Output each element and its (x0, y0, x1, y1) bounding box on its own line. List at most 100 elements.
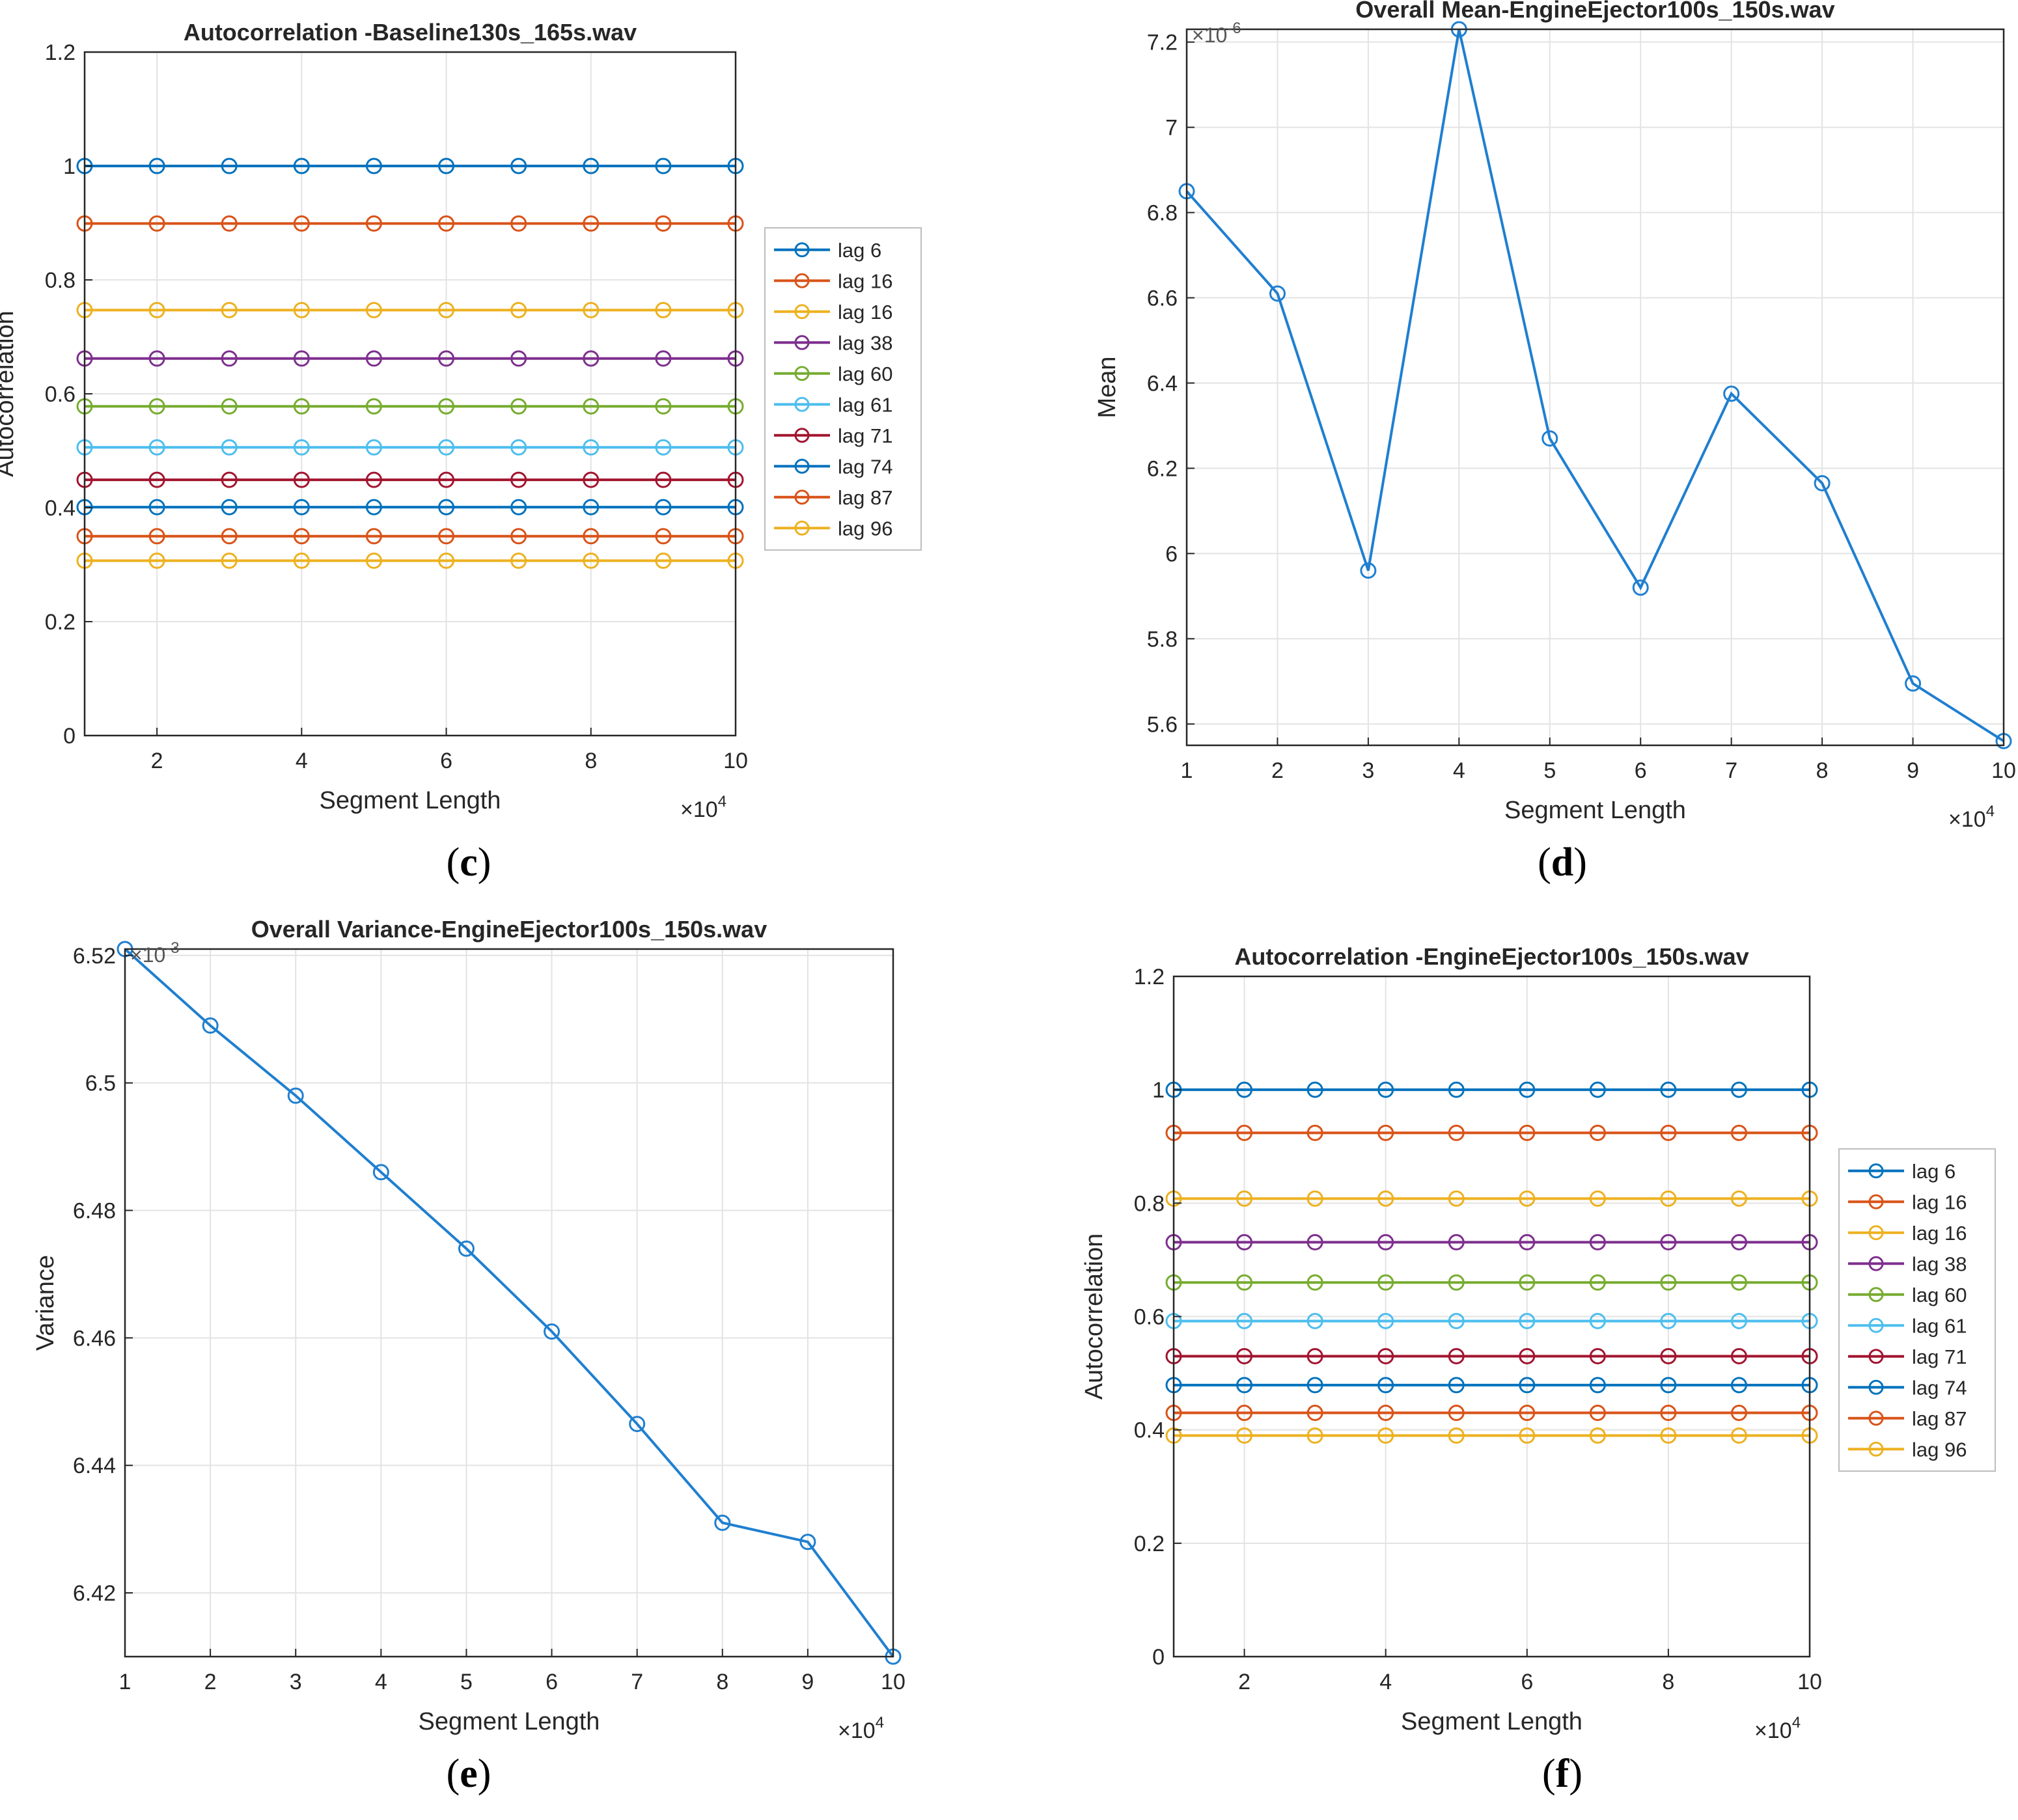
x-tick-label: 8 (1816, 758, 1829, 783)
data-point (1660, 1347, 1677, 1364)
data-point (1306, 1312, 1323, 1329)
chart-f: 2 4 6 8 10 0 0.2 0.4 0.6 0.8 1 1.2 Autocorrelation -… (1081, 943, 1996, 1743)
data-point (438, 350, 455, 367)
data-point (510, 499, 527, 516)
x-multiplier: ×104 (838, 1714, 884, 1743)
y-tick-label: 1 (1152, 1078, 1165, 1103)
legend-label: lag 96 (838, 517, 892, 540)
data-point (1306, 1405, 1323, 1422)
axes-box (1185, 28, 2005, 747)
x-axis-label: Segment Length (1504, 797, 1686, 824)
data-point (1236, 1347, 1253, 1364)
data-point (293, 439, 310, 456)
data-point (1448, 1427, 1465, 1444)
plot-area (125, 949, 893, 1657)
legend-marker (1868, 1411, 1884, 1426)
grid (1186, 29, 2004, 745)
data-point (438, 215, 455, 232)
legend-label: lag 71 (1912, 1345, 1967, 1368)
x-tick-label: 4 (296, 749, 308, 773)
data-point (544, 1323, 560, 1340)
data-point (1660, 1427, 1677, 1444)
x-tick-label: 5 (460, 1670, 473, 1694)
y-tick-label: 6.44 (73, 1454, 116, 1478)
legend-marker (1868, 1163, 1884, 1179)
data-point (1730, 1347, 1747, 1364)
data-point (438, 552, 455, 569)
data-point (221, 301, 238, 318)
data-point (583, 398, 600, 415)
data-point (1660, 1377, 1677, 1394)
y-axis-label: Autocorrelation (1081, 1234, 1108, 1400)
legend-label: lag 74 (838, 455, 892, 478)
data-point (510, 158, 527, 174)
x-tick-label: 1 (1181, 758, 1193, 783)
legend-marker (1868, 1194, 1884, 1209)
data-point (365, 215, 382, 232)
data-point (1589, 1405, 1606, 1422)
y-tick-label: 0.6 (45, 382, 76, 407)
x-tick-label: 9 (1907, 758, 1919, 783)
x-tick-label: 9 (801, 1670, 814, 1694)
legend-label: lag 96 (1912, 1438, 1967, 1461)
data-point (1589, 1124, 1606, 1141)
data-point (1377, 1190, 1394, 1207)
caption-d: (d) (1538, 840, 1587, 885)
data-point (221, 471, 238, 488)
data-point (510, 215, 527, 232)
data-point (221, 528, 238, 545)
x-axis-label: Segment Length (419, 1708, 600, 1735)
data-point (1448, 1234, 1465, 1250)
data-point (655, 215, 672, 232)
x-tick-label: 10 (723, 749, 748, 773)
data-point (1730, 1124, 1747, 1141)
x-multiplier: ×104 (680, 793, 726, 822)
x-tick-label: 2 (204, 1670, 217, 1694)
series-group (1165, 1081, 1818, 1444)
legend-label: lag 71 (838, 424, 892, 447)
y-tick-label: 7.2 (1147, 31, 1178, 55)
data-point (1730, 1312, 1747, 1329)
data-point (365, 552, 382, 569)
data-point (1377, 1312, 1394, 1329)
x-tick-label: 4 (1379, 1670, 1392, 1694)
data-point (583, 301, 600, 318)
data-point (1448, 1347, 1465, 1364)
y-tick-label: 0 (1152, 1645, 1165, 1670)
chart-title: Overall Mean-EngineEjector100s_150s.wav (1355, 0, 1834, 23)
data-point (293, 552, 310, 569)
x-tick-label: 7 (1725, 758, 1737, 783)
data-point (1632, 579, 1649, 596)
chart-d: 1 2 3 4 5 6 7 8 9 10 5.6 5.8 6 6.2 6.4 6.6 6.8 7 7.2 Overal… (1094, 0, 2016, 832)
x-tick-label: 6 (1521, 1670, 1533, 1694)
data-point (583, 215, 600, 232)
legend-marker (794, 428, 810, 443)
data-point (438, 471, 455, 488)
chart-title: Autocorrelation -Baseline130s_165s.wav (184, 19, 637, 46)
data-point (287, 1087, 304, 1104)
data-point (1730, 1190, 1747, 1207)
data-point (1730, 1234, 1747, 1250)
x-multiplier: ×104 (1754, 1714, 1801, 1743)
data-point (458, 1240, 475, 1257)
legend-marker (1868, 1441, 1884, 1457)
data-point (583, 552, 600, 569)
chart-title: Autocorrelation -EngineEjector100s_150s.… (1234, 943, 1748, 970)
legend-label: lag 61 (1912, 1314, 1967, 1337)
data-point (1377, 1377, 1394, 1394)
legend-label: lag 6 (1912, 1160, 1956, 1183)
legend-marker (1868, 1225, 1884, 1241)
data-point (1236, 1124, 1253, 1141)
data-point (1660, 1124, 1677, 1141)
data-point (1519, 1234, 1536, 1250)
x-tick-label: 10 (1797, 1670, 1822, 1694)
legend-marker (794, 242, 810, 258)
data-point (221, 215, 238, 232)
x-axis-label: Segment Length (1401, 1708, 1583, 1735)
data-point (1519, 1347, 1536, 1364)
data-point (1448, 1274, 1465, 1291)
data-point (655, 499, 672, 516)
x-tick-label: 10 (1991, 758, 2016, 783)
data-point (1236, 1234, 1253, 1250)
data-point (1519, 1405, 1536, 1422)
